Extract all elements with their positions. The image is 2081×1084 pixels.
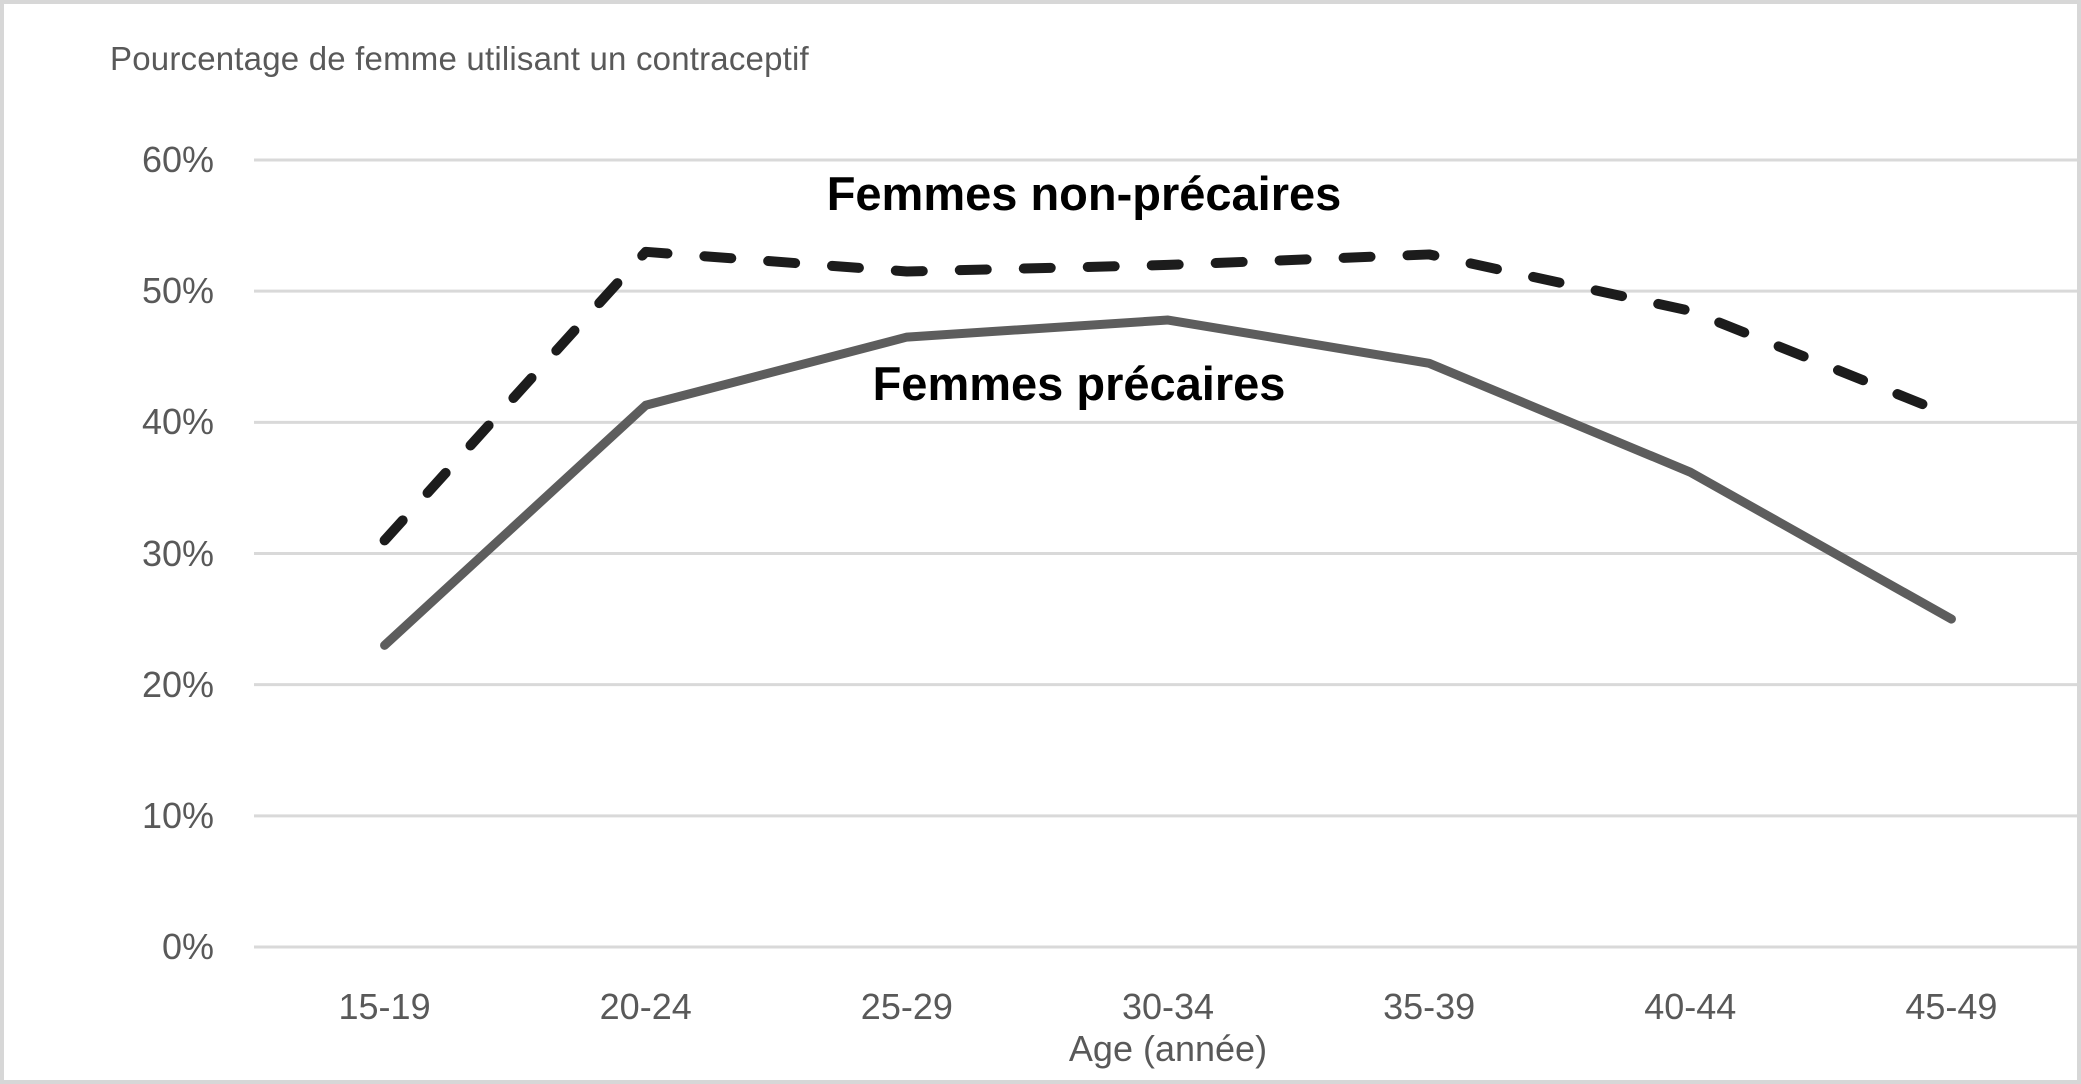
x-tick-label-40-44: 40-44 [1644,986,1737,1027]
series-label-femmes-precaires: Femmes précaires [872,357,1286,410]
series-line-femmes-precaires [380,315,1956,650]
y-tick-label-10%: 10% [141,794,214,836]
x-tick-label-20-24: 20-24 [599,986,692,1027]
chart-title: Pourcentage de femme utilisant un contra… [110,40,809,77]
x-axis-title: Age (année) [1068,1028,1268,1069]
x-tick-label-25-29: 25-29 [860,986,953,1027]
x-tick-label-35-39: 35-39 [1383,986,1476,1027]
y-tick-label-50%: 50% [141,270,214,312]
x-tick-label-45-49: 45-49 [1905,986,1998,1027]
series-line-femmes-non-precaires [379,246,1957,546]
y-tick-label-20%: 20% [141,663,214,705]
y-tick-label-30%: 30% [141,532,214,574]
y-tick-label-0%: 0% [161,926,214,967]
y-tick-label-40%: 40% [141,401,214,443]
x-tick-label-30-34: 30-34 [1121,986,1215,1027]
plot-area [254,158,2077,949]
y-tick-label-60%: 60% [141,139,214,180]
series-label-femmes-non-precaires: Femmes non-précaires [826,167,1342,220]
x-tick-label-15-19: 15-19 [338,986,431,1027]
